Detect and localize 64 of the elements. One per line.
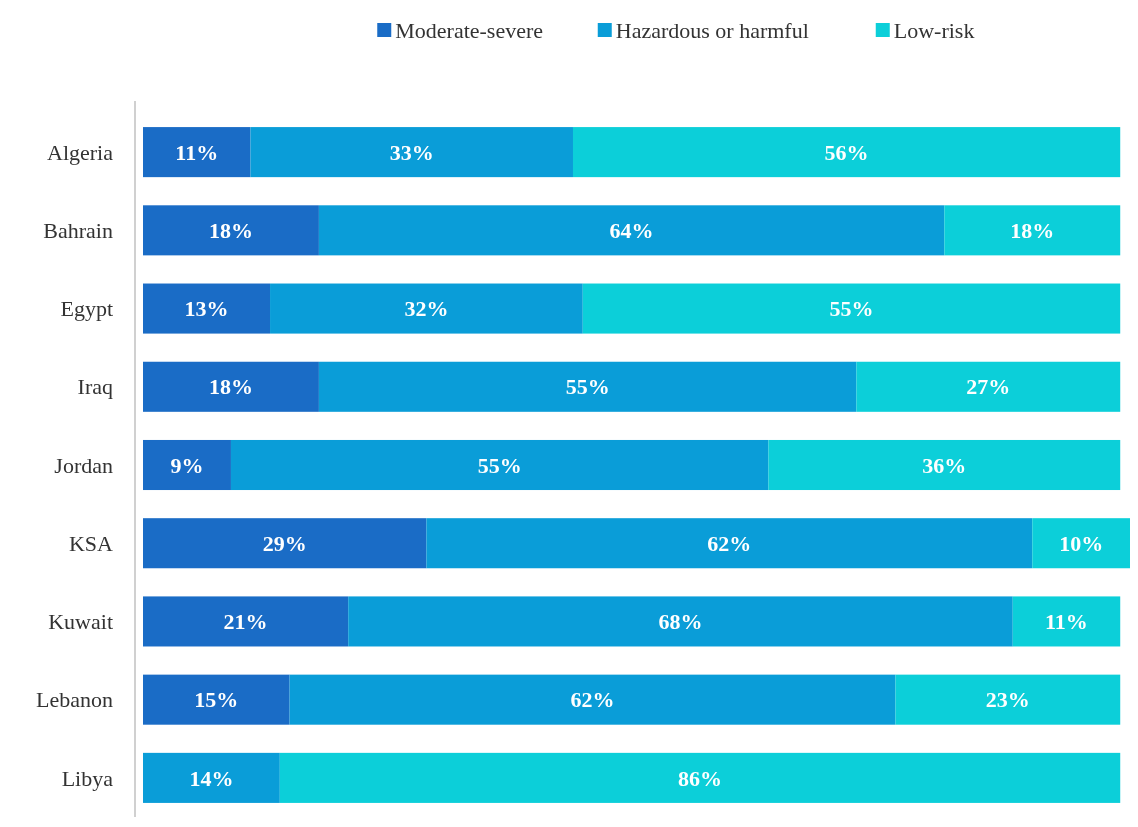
- bar: [230, 439, 769, 491]
- legend-label: Moderate-severe: [395, 17, 544, 43]
- bar: [250, 127, 573, 178]
- bar: [143, 752, 280, 803]
- data-label: 11%: [175, 139, 219, 165]
- data-label: 32%: [404, 296, 449, 322]
- data-label: 10%: [1059, 530, 1104, 556]
- bar: [143, 596, 349, 647]
- y-tick-label: Libya: [61, 765, 114, 791]
- data-label: 27%: [966, 374, 1011, 400]
- data-label: 11%: [1045, 609, 1088, 635]
- y-tick-label: KSA: [68, 530, 114, 556]
- legend-label: Low-risk: [893, 17, 975, 43]
- bar: [572, 127, 1121, 178]
- bar: [143, 205, 319, 256]
- data-label: 18%: [1010, 218, 1055, 244]
- data-label: 86%: [678, 765, 723, 791]
- data-label: 64%: [609, 218, 654, 244]
- bar: [279, 752, 1121, 803]
- data-label: 23%: [985, 687, 1030, 713]
- bar: [426, 518, 1033, 569]
- bar: [768, 439, 1121, 491]
- data-label: 15%: [194, 687, 239, 713]
- y-tick-label: Bahrain: [43, 218, 113, 244]
- data-label: 55%: [829, 296, 874, 322]
- data-label: 21%: [223, 609, 268, 635]
- data-label: 14%: [189, 765, 234, 791]
- bar: [318, 205, 945, 256]
- y-tick-label: Kuwait: [48, 609, 113, 635]
- data-label: 62%: [707, 530, 752, 556]
- data-label: 36%: [922, 452, 967, 478]
- bar: [1012, 596, 1121, 647]
- data-label: 9%: [170, 452, 204, 478]
- bar: [143, 127, 251, 178]
- y-tick-label: Jordan: [54, 452, 113, 478]
- bar: [143, 283, 271, 334]
- y-tick-label: Iraq: [77, 374, 113, 400]
- y-tick-label: Egypt: [60, 296, 113, 322]
- data-label: 62%: [570, 687, 615, 713]
- data-label: 33%: [389, 139, 434, 165]
- bar: [143, 674, 290, 725]
- data-label: 68%: [658, 609, 703, 635]
- bar: [270, 283, 583, 334]
- data-label: 55%: [477, 452, 522, 478]
- bar: [348, 596, 1013, 647]
- bar: [944, 205, 1121, 256]
- data-label: 18%: [208, 218, 253, 244]
- bar: [318, 361, 857, 412]
- data-label: 29%: [262, 530, 307, 556]
- bar: [143, 518, 427, 569]
- data-label: 18%: [208, 374, 253, 400]
- y-tick-label: Lebanon: [36, 687, 113, 713]
- bar: [143, 439, 231, 491]
- legend-label: Hazardous or harmful: [615, 17, 809, 43]
- data-label: 55%: [565, 374, 610, 400]
- bar: [856, 361, 1121, 412]
- y-tick-label: Algeria: [47, 139, 114, 165]
- bar: [582, 283, 1121, 334]
- bar: [1032, 518, 1130, 569]
- bar: [289, 674, 896, 725]
- data-label: 56%: [824, 139, 869, 165]
- bar: [895, 674, 1121, 725]
- bar: [143, 361, 319, 412]
- data-label: 13%: [184, 296, 229, 322]
